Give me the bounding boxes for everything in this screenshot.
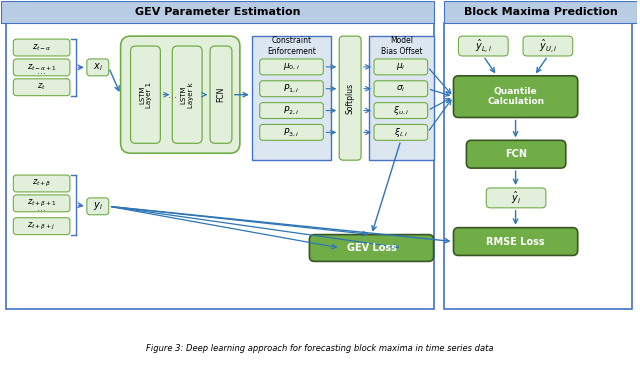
Text: ...: ... [37,66,46,76]
FancyBboxPatch shape [454,76,578,118]
Text: GEV Parameter Estimation: GEV Parameter Estimation [135,7,300,17]
FancyBboxPatch shape [523,36,573,56]
FancyBboxPatch shape [374,81,428,97]
FancyBboxPatch shape [309,235,434,261]
FancyBboxPatch shape [13,218,70,235]
Text: $P_{1,i}$: $P_{1,i}$ [284,82,300,95]
Text: $\hat{y}_{U,i}$: $\hat{y}_{U,i}$ [539,37,557,55]
FancyBboxPatch shape [210,46,232,143]
Bar [6,23,434,309]
FancyBboxPatch shape [13,59,70,76]
Bar [1,1,434,23]
FancyBboxPatch shape [458,36,508,56]
Text: Model
Bias Offset: Model Bias Offset [381,36,422,56]
Text: $z_{t-\alpha+1}$: $z_{t-\alpha+1}$ [27,62,57,73]
FancyBboxPatch shape [172,46,202,143]
Text: FCN: FCN [216,87,225,102]
FancyBboxPatch shape [260,103,323,119]
Text: FCN: FCN [505,149,527,159]
FancyBboxPatch shape [87,198,109,215]
Text: ...: ... [168,90,177,100]
Text: Figure 3: Deep learning approach for forecasting block maxima in time series dat: Figure 3: Deep learning approach for for… [145,344,493,353]
Text: $\mu_{0,i}$: $\mu_{0,i}$ [283,61,300,72]
Text: $y_i$: $y_i$ [93,200,102,212]
Text: $x_i$: $x_i$ [93,61,102,73]
Bar [444,1,637,23]
Text: Quantile
Calculation: Quantile Calculation [487,87,544,106]
Text: $z_{t+\beta+j}$: $z_{t+\beta+j}$ [28,220,56,232]
Text: ...: ... [37,203,46,213]
FancyBboxPatch shape [260,124,323,140]
FancyBboxPatch shape [467,140,566,168]
FancyBboxPatch shape [13,175,70,192]
Text: $z_{t-\alpha}$: $z_{t-\alpha}$ [32,42,51,53]
Text: $z_{t+\beta+1}$: $z_{t+\beta+1}$ [27,198,56,209]
FancyBboxPatch shape [260,81,323,97]
FancyBboxPatch shape [260,59,323,75]
Text: $\hat{y}_i$: $\hat{y}_i$ [511,190,521,206]
FancyBboxPatch shape [339,36,361,160]
FancyBboxPatch shape [13,79,70,96]
Text: $\mu_i$: $\mu_i$ [396,61,406,72]
Text: $\hat{y}_{L,i}$: $\hat{y}_{L,i}$ [475,37,492,55]
Text: $P_{2,i}$: $P_{2,i}$ [284,104,300,117]
FancyBboxPatch shape [374,103,428,119]
Text: $\sigma_i$: $\sigma_i$ [396,84,406,94]
FancyBboxPatch shape [374,59,428,75]
FancyBboxPatch shape [120,36,240,153]
Text: $z_t$: $z_t$ [37,82,46,92]
Text: Block Maxima Prediction: Block Maxima Prediction [463,7,618,17]
FancyBboxPatch shape [131,46,161,143]
Text: $\xi_{l,i}$: $\xi_{l,i}$ [394,126,408,139]
FancyBboxPatch shape [486,188,546,208]
Text: Softplus: Softplus [346,82,355,114]
Bar [444,23,632,309]
FancyBboxPatch shape [87,59,109,76]
Bar [369,36,434,160]
Text: LSTM
Layer k: LSTM Layer k [180,82,194,108]
FancyBboxPatch shape [454,228,578,255]
Text: RMSE Loss: RMSE Loss [486,237,545,246]
Text: GEV Loss: GEV Loss [347,243,396,253]
FancyBboxPatch shape [374,124,428,140]
FancyBboxPatch shape [13,195,70,212]
Text: Constraint
Enforcement: Constraint Enforcement [267,36,316,56]
Text: $\xi_{u,i}$: $\xi_{u,i}$ [393,104,409,117]
Bar [252,36,332,160]
Text: $z_{t+\beta}$: $z_{t+\beta}$ [32,178,51,189]
Text: $P_{3,i}$: $P_{3,i}$ [284,126,300,139]
FancyBboxPatch shape [13,39,70,56]
Text: LSTM
Layer 1: LSTM Layer 1 [139,82,152,108]
